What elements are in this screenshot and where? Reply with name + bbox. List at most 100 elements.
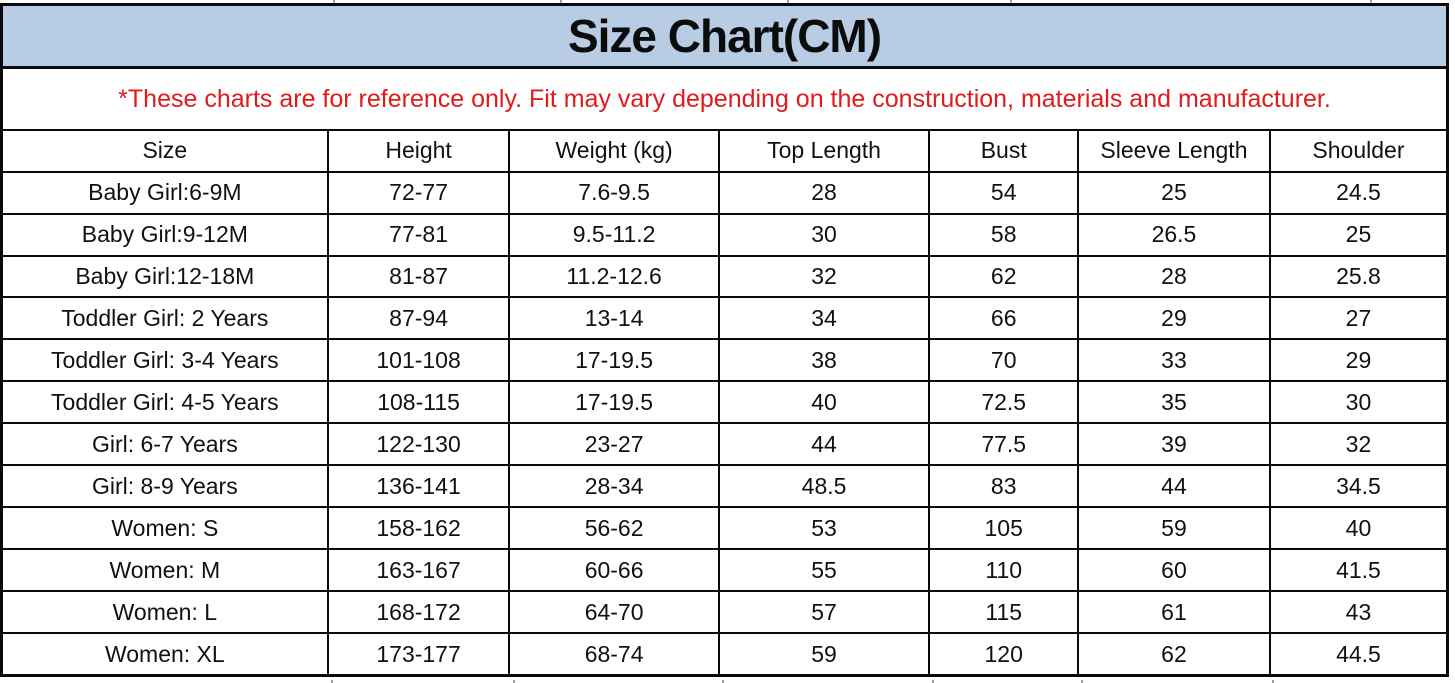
table-cell: 24.5 <box>1268 170 1446 215</box>
table-cell: Toddler Girl: 4-5 Years <box>3 380 329 425</box>
table-cell: 26.5 <box>1077 212 1271 257</box>
edge-tick <box>1081 680 1083 683</box>
table-cell: 38 <box>717 338 931 383</box>
table-cell: 158-162 <box>326 506 511 551</box>
table-header-row: Size Height Weight (kg) Top Length Bust Sleev… <box>3 131 1446 173</box>
table-cell: 41.5 <box>1268 548 1446 593</box>
table-cell: 55 <box>717 548 931 593</box>
table-cell: 77.5 <box>928 422 1080 467</box>
table-cell: 11.2-12.6 <box>508 254 720 299</box>
table-cell: 56-62 <box>508 506 720 551</box>
table-cell: 60 <box>1077 548 1271 593</box>
table-row: Women: XL 173-177 68-74 59 120 62 44.5 <box>3 632 1446 674</box>
table-cell: 110 <box>928 548 1080 593</box>
table-cell: 70 <box>928 338 1080 383</box>
table-cell: 54 <box>928 170 1080 215</box>
table-row: Women: L 168-172 64-70 57 115 61 43 <box>3 590 1446 635</box>
table-cell: 62 <box>1077 632 1271 674</box>
table-cell: 13-14 <box>508 296 720 341</box>
edge-tick <box>513 680 515 683</box>
size-chart-sheet: Size Chart(CM) *These charts are for ref… <box>0 3 1449 677</box>
table-cell: 32 <box>1268 422 1446 467</box>
column-header: Size <box>3 131 329 173</box>
table-row: Women: S 158-162 56-62 53 105 59 40 <box>3 506 1446 551</box>
table-cell: 115 <box>928 590 1080 635</box>
table-row: Women: M 163-167 60-66 55 110 60 41.5 <box>3 548 1446 593</box>
table-cell: 44 <box>717 422 931 467</box>
table-cell: 23-27 <box>508 422 720 467</box>
table-cell: 44 <box>1077 464 1271 509</box>
table-cell: 72.5 <box>928 380 1080 425</box>
table-row: Toddler Girl: 2 Years 87-94 13-14 34 66 29 27 <box>3 296 1446 341</box>
column-header: Top Length <box>717 131 931 173</box>
column-header: Sleeve Length <box>1077 131 1271 173</box>
table-cell: Toddler Girl: 3-4 Years <box>3 338 329 383</box>
table-cell: 48.5 <box>717 464 931 509</box>
table-cell: 136-141 <box>326 464 511 509</box>
table-row: Baby Girl:6-9M 72-77 7.6-9.5 28 54 25 24.5 <box>3 170 1446 215</box>
column-header: Bust <box>928 131 1080 173</box>
table-row: Toddler Girl: 4-5 Years 108-115 17-19.5 40 7… <box>3 380 1446 425</box>
table-cell: 33 <box>1077 338 1271 383</box>
table-row: Girl: 6-7 Years 122-130 23-27 44 77.5 39 32 <box>3 422 1446 467</box>
table-cell: Girl: 6-7 Years <box>3 422 329 467</box>
table-cell: 25 <box>1077 170 1271 215</box>
table-row: Baby Girl:9-12M 77-81 9.5-11.2 30 58 26.5 25 <box>3 212 1446 257</box>
table-cell: 28 <box>717 170 931 215</box>
table-cell: 120 <box>928 632 1080 674</box>
table-cell: 66 <box>928 296 1080 341</box>
table-cell: 77-81 <box>326 212 511 257</box>
table-cell: 61 <box>1077 590 1271 635</box>
table-cell: 35 <box>1077 380 1271 425</box>
table-cell: 34.5 <box>1268 464 1446 509</box>
table-cell: 168-172 <box>326 590 511 635</box>
table-cell: 34 <box>717 296 931 341</box>
table-cell: 53 <box>717 506 931 551</box>
table-cell: Toddler Girl: 2 Years <box>3 296 329 341</box>
table-cell: 25.8 <box>1268 254 1446 299</box>
table-row: Baby Girl:12-18M 81-87 11.2-12.6 32 62 28 25.8 <box>3 254 1446 299</box>
edge-tick <box>787 0 789 3</box>
table-cell: Women: S <box>3 506 329 551</box>
column-header: Shoulder <box>1268 131 1446 173</box>
table-cell: 68-74 <box>508 632 720 674</box>
table-cell: 9.5-11.2 <box>508 212 720 257</box>
table-cell: 81-87 <box>326 254 511 299</box>
table-cell: 30 <box>717 212 931 257</box>
table-cell: 39 <box>1077 422 1271 467</box>
table-cell: 25 <box>1268 212 1446 257</box>
table-cell: 30 <box>1268 380 1446 425</box>
table-cell: Women: L <box>3 590 329 635</box>
table-cell: 27 <box>1268 296 1446 341</box>
table-cell: 59 <box>1077 506 1271 551</box>
table-cell: 57 <box>717 590 931 635</box>
table-cell: 83 <box>928 464 1080 509</box>
table-cell: 59 <box>717 632 931 674</box>
column-header: Weight (kg) <box>508 131 720 173</box>
edge-tick <box>1370 0 1372 3</box>
table-cell: 40 <box>1268 506 1446 551</box>
table-cell: Baby Girl:9-12M <box>3 212 329 257</box>
edge-tick <box>932 680 934 683</box>
table-cell: 105 <box>928 506 1080 551</box>
title-bar: Size Chart(CM) <box>3 6 1446 69</box>
table-cell: Women: M <box>3 548 329 593</box>
edge-tick <box>1272 680 1274 683</box>
table-row: Girl: 8-9 Years 136-141 28-34 48.5 83 44 34.5 <box>3 464 1446 509</box>
table-cell: 101-108 <box>326 338 511 383</box>
table-row: Toddler Girl: 3-4 Years 101-108 17-19.5 38 7… <box>3 338 1446 383</box>
table-cell: 64-70 <box>508 590 720 635</box>
table-cell: 28 <box>1077 254 1271 299</box>
table-cell: 7.6-9.5 <box>508 170 720 215</box>
size-chart-table: Size Height Weight (kg) Top Length Bust Sleev… <box>3 131 1446 674</box>
edge-tick <box>722 680 724 683</box>
table-cell: 122-130 <box>326 422 511 467</box>
table-cell: 43 <box>1268 590 1446 635</box>
table-cell: 28-34 <box>508 464 720 509</box>
table-cell: 108-115 <box>326 380 511 425</box>
table-cell: 29 <box>1077 296 1271 341</box>
table-cell: 17-19.5 <box>508 338 720 383</box>
table-cell: 17-19.5 <box>508 380 720 425</box>
table-cell: 163-167 <box>326 548 511 593</box>
